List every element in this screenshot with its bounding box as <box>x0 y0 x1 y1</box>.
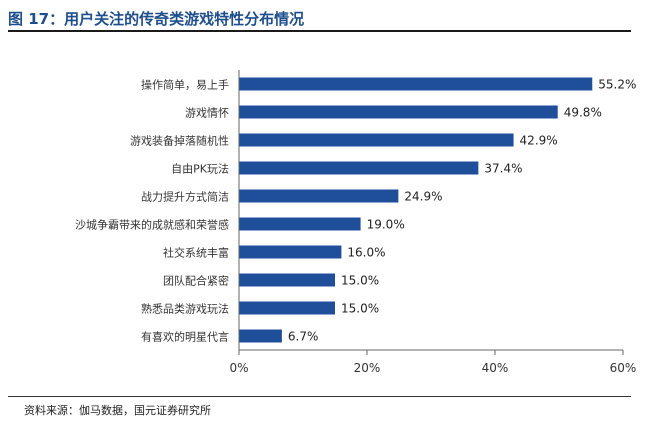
bar-chart: 55.2% 49.8% 42.9% 37.4% 24.9% 19.0% 16.0% 15.0%… <box>75 70 637 375</box>
category-label: 操作简单，易上手 <box>141 78 229 92</box>
top-rule <box>8 30 631 32</box>
bar-value-label: 19.0% <box>367 218 405 232</box>
category-label: 游戏装备掉落随机性 <box>130 134 229 148</box>
category-label: 沙城争霸带来的成就感和荣誉感 <box>75 218 229 232</box>
x-tick-label: 60% <box>610 361 637 375</box>
bar <box>239 217 361 231</box>
x-tick-group: 0% 20% 40% 60% <box>229 350 636 375</box>
category-label: 自由PK玩法 <box>171 162 229 176</box>
bar-value-label: 24.9% <box>404 190 442 204</box>
bar-group <box>239 77 593 343</box>
figure-title: 图 17：用户关注的传奇类游戏特性分布情况 <box>8 10 305 28</box>
bar <box>239 105 558 119</box>
x-tick-label: 40% <box>482 361 509 375</box>
bar <box>239 189 399 203</box>
bar-value-label: 16.0% <box>347 246 385 260</box>
bar-value-label: 42.9% <box>520 134 558 148</box>
category-label: 有喜欢的明星代言 <box>141 330 229 344</box>
category-label: 团队配合紧密 <box>163 274 229 288</box>
bar <box>239 273 335 287</box>
figure-source: 资料来源：伽马数据，国元证券研究所 <box>24 404 211 417</box>
bar <box>239 133 514 147</box>
bar <box>239 245 342 259</box>
bottom-rule <box>8 396 631 397</box>
bar-value-label: 15.0% <box>341 302 379 316</box>
category-label-group: 操作简单，易上手游戏情怀游戏装备掉落随机性自由PK玩法战力提升方式简洁沙城争霸带… <box>75 78 229 344</box>
bar <box>239 329 282 343</box>
value-label-group: 55.2% 49.8% 42.9% 37.4% 24.9% 19.0% 16.0% 15.0%… <box>288 78 637 344</box>
x-tick-label: 0% <box>229 361 248 375</box>
bar-value-label: 15.0% <box>341 274 379 288</box>
x-tick-label: 20% <box>354 361 381 375</box>
bar-value-label: 6.7% <box>288 330 319 344</box>
category-label: 游戏情怀 <box>185 107 229 120</box>
bar <box>239 77 593 91</box>
bar <box>239 161 479 175</box>
bar <box>239 301 335 315</box>
bar-value-label: 49.8% <box>564 106 602 120</box>
category-label: 战力提升方式简洁 <box>141 190 229 204</box>
bar-value-label: 37.4% <box>484 162 522 176</box>
category-label: 社交系统丰富 <box>163 246 229 260</box>
category-label: 熟悉品类游戏玩法 <box>141 302 229 316</box>
bar-value-label: 55.2% <box>598 78 636 92</box>
